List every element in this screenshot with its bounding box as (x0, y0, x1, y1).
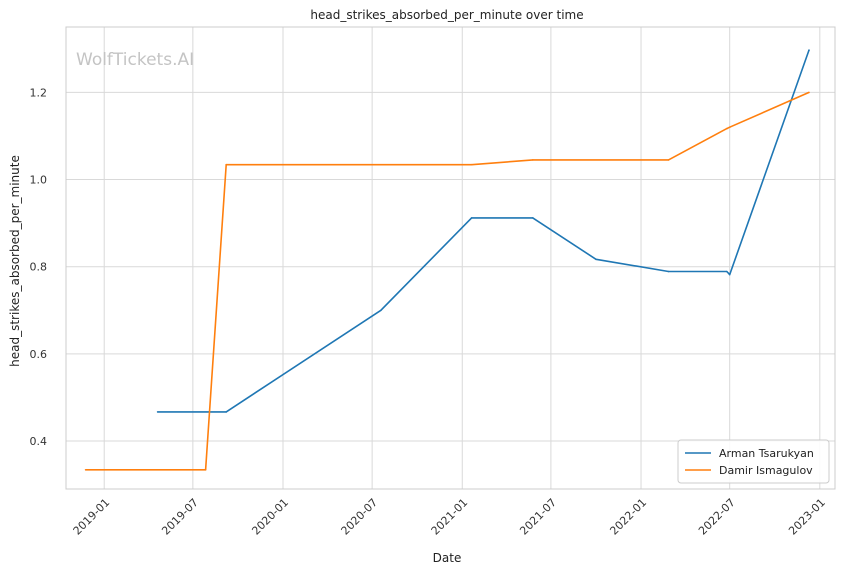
legend-box (677, 439, 830, 484)
x-tick-label: 2019-07 (159, 496, 201, 538)
data-point (380, 309, 382, 312)
x-tick-label: 2020-01 (249, 496, 291, 538)
series-line-1 (157, 49, 810, 413)
data-point (728, 273, 731, 276)
chart-title: head_strikes_absorbed_per_minute over ti… (310, 8, 583, 22)
data-point (808, 49, 810, 51)
x-tick-label: 2021-07 (517, 496, 559, 538)
y-tick-label: 0.6 (30, 348, 48, 361)
data-point (728, 126, 731, 128)
x-tick-label: 2020-07 (339, 496, 381, 538)
x-tick-label: 2023-01 (786, 496, 828, 538)
data-point (470, 163, 473, 166)
legend: Arman Tsarukyan Damir Ismagulov (677, 439, 830, 484)
data-point (726, 127, 728, 130)
data-point (532, 217, 534, 219)
x-tick-label: 2022-01 (607, 496, 649, 538)
x-tick-label: 2021-01 (429, 496, 471, 538)
data-point (156, 411, 159, 413)
x-tick-label: 2022-07 (696, 496, 738, 538)
data-point (808, 91, 810, 94)
data-point (667, 159, 670, 161)
y-tick-label: 0.8 (30, 261, 48, 274)
data-point (595, 258, 597, 261)
data-point (84, 469, 87, 471)
watermark: WolfTickets.AI (76, 50, 194, 70)
plot-background (66, 27, 835, 489)
series-layer (84, 49, 810, 471)
data-point (726, 270, 728, 273)
plot-frame (65, 26, 836, 490)
x-tick-label: 2019-01 (71, 496, 113, 538)
x-axis-label: Date (433, 551, 462, 565)
legend-label-series-2: Damir Ismagulov (719, 464, 813, 477)
data-point (667, 270, 670, 273)
data-point (204, 469, 207, 471)
y-axis-label: head_strikes_absorbed_per_minute (8, 155, 22, 367)
y-tick-label: 1.0 (30, 174, 48, 187)
y-tick-label: 0.4 (30, 435, 48, 448)
legend-label-series-1: Arman Tsarukyan (719, 447, 814, 460)
data-point (225, 411, 227, 413)
data-point (470, 217, 473, 219)
data-point (225, 163, 227, 166)
data-point (532, 159, 534, 161)
y-tick-label: 1.2 (30, 86, 48, 99)
